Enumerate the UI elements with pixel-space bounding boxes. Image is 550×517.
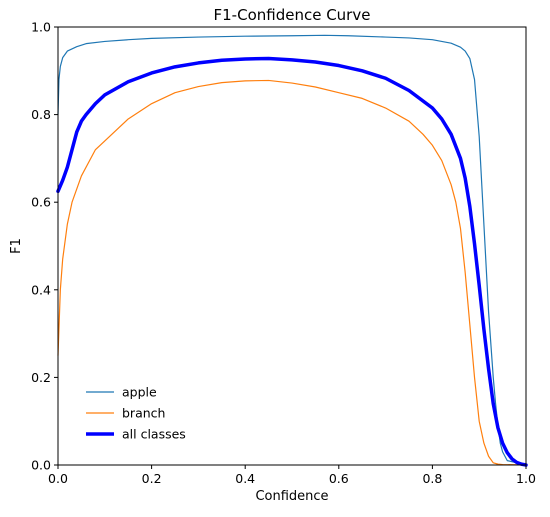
- legend-label: apple: [122, 385, 157, 400]
- x-tick-label: 0.4: [235, 471, 255, 486]
- series-line-all-classes: [56, 56, 528, 467]
- x-axis-label: Confidence: [255, 489, 328, 504]
- legend-label: branch: [122, 406, 165, 421]
- y-axis-label: F1: [9, 238, 24, 254]
- x-tick-label: 0.0: [48, 471, 68, 486]
- x-tick-label: 0.8: [422, 471, 442, 486]
- y-tick-label: 0.2: [31, 370, 51, 385]
- y-tick-label: 0.6: [31, 195, 51, 210]
- legend-label: all classes: [122, 427, 186, 442]
- y-axis-ticks: 0.0 0.2 0.4 0.6 0.8 1.0: [31, 20, 58, 473]
- axes-frame: [57, 26, 527, 466]
- y-tick-label: 0.4: [31, 282, 51, 297]
- x-tick-label: 1.0: [516, 471, 536, 486]
- legend: apple branch all classes: [86, 385, 186, 442]
- x-tick-label: 0.2: [142, 471, 162, 486]
- y-tick-label: 0.0: [31, 458, 51, 473]
- series-line-branch: [57, 79, 527, 466]
- y-tick-label: 1.0: [31, 20, 51, 35]
- x-tick-label: 0.6: [329, 471, 349, 486]
- plot-lines: [56, 34, 528, 467]
- y-tick-label: 0.8: [31, 107, 51, 122]
- series-line-apple: [57, 34, 527, 466]
- x-axis-ticks: 0.0 0.2 0.4 0.6 0.8 1.0: [48, 465, 536, 486]
- chart-title: F1-Confidence Curve: [214, 6, 371, 24]
